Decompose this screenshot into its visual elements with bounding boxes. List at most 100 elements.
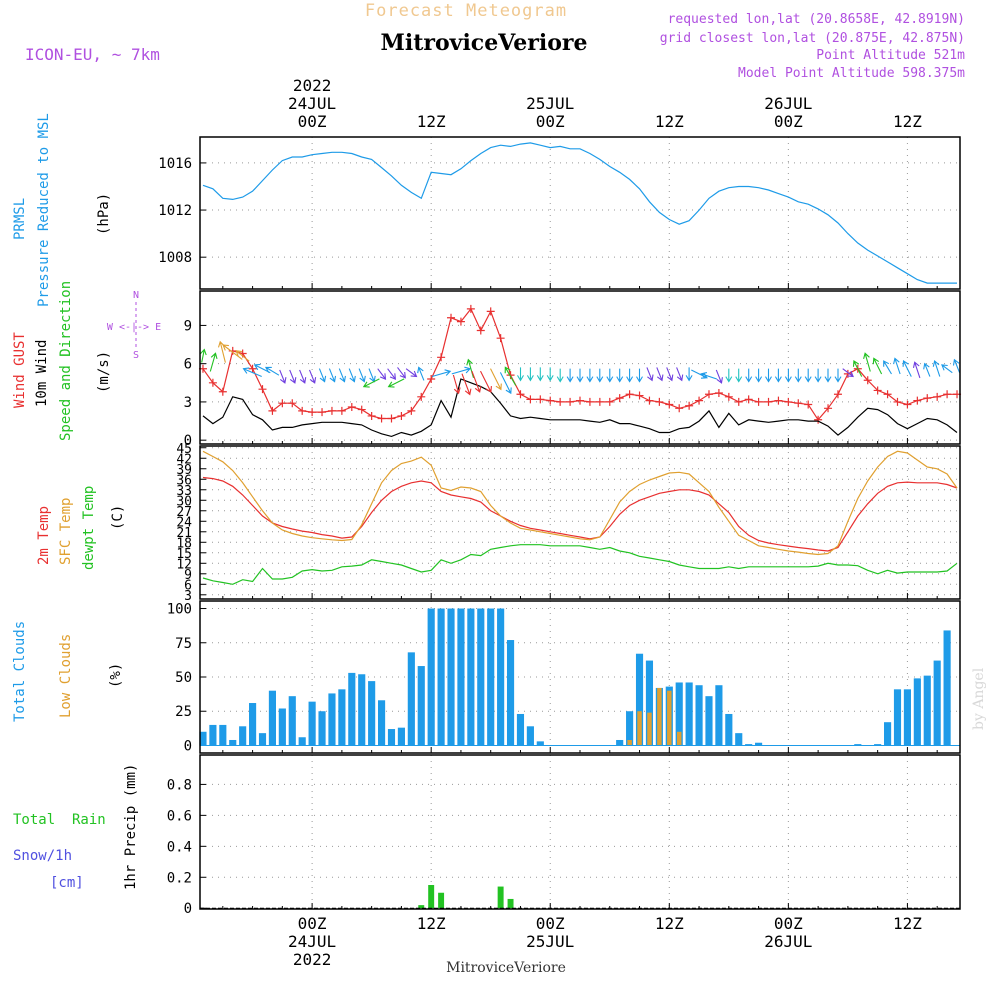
wind-arrow	[338, 368, 346, 383]
clouds-bar	[923, 675, 931, 746]
wind-arrow	[804, 368, 812, 383]
wind-arrow	[814, 368, 822, 383]
clouds-bar	[903, 689, 911, 746]
clouds-bar	[368, 681, 376, 746]
gust-marker	[496, 334, 505, 343]
watermark: by Angel	[971, 667, 987, 730]
clouds-bar	[536, 741, 544, 746]
wind-arrow	[480, 370, 492, 393]
clouds-bar	[735, 733, 743, 746]
gust-marker	[377, 414, 386, 423]
clouds-bar	[497, 608, 505, 746]
precip-legend-rain: Total Rain	[13, 812, 106, 828]
wind-arrow	[852, 360, 863, 377]
clouds-bar	[676, 731, 682, 746]
clouds-bar	[657, 687, 662, 746]
wind-arrow	[242, 367, 262, 378]
clouds-bar	[328, 693, 336, 746]
temp-label-line: dewpt Temp	[81, 486, 97, 570]
wind-arrow	[431, 369, 452, 378]
clouds-bar	[854, 744, 862, 746]
wind-label-line: 10m Wind	[34, 340, 50, 407]
wind-arrow	[504, 366, 517, 386]
time-label-bottom: 00Z	[536, 914, 565, 933]
gust-marker	[923, 394, 932, 403]
clouds-bar	[933, 660, 941, 746]
y-tick-label: 27	[176, 505, 192, 520]
clouds-bar	[745, 744, 753, 746]
wind-arrow	[794, 368, 802, 383]
series-line	[202, 544, 958, 585]
footer-station: MitroviceVeriore	[446, 960, 566, 976]
gust-marker	[635, 391, 644, 400]
time-label-top: 2022	[293, 76, 332, 95]
wind-frame	[199, 290, 961, 445]
clouds-bar	[427, 608, 435, 746]
time-label-bottom: 24JUL	[288, 932, 336, 951]
gust-marker	[824, 404, 833, 413]
wind-arrow	[387, 368, 397, 380]
compass-we: W <-|-> E	[107, 322, 161, 333]
wind-arrow	[209, 352, 218, 372]
y-tick-label: 45	[176, 442, 192, 457]
wind-arrow	[576, 368, 584, 383]
wind-arrow	[517, 367, 524, 382]
clouds-bar	[397, 727, 405, 746]
wind-arrow	[745, 368, 753, 383]
wind-arrow	[872, 357, 883, 375]
point-altitude: Point Altitude 521m	[816, 48, 965, 63]
y-tick-label: 39	[176, 463, 192, 478]
gust-marker	[218, 387, 227, 396]
y-tick-label: 0	[184, 433, 192, 449]
clouds-bar	[239, 726, 247, 746]
clouds-bar	[447, 608, 455, 746]
clouds-bar	[675, 682, 683, 746]
clouds-bar	[377, 700, 386, 746]
gust-marker	[764, 397, 773, 406]
y-tick-label: 3	[184, 589, 192, 604]
gust-marker	[347, 403, 356, 412]
wind-arrow	[941, 364, 953, 374]
y-tick-label: 33	[176, 484, 192, 499]
gust-marker	[754, 397, 763, 406]
temperature-frame	[199, 445, 961, 600]
wind-arrow	[824, 368, 832, 383]
wind-arrow	[883, 360, 892, 375]
wind-label-line: Wind GUST	[12, 332, 28, 408]
wind-arrow	[328, 368, 337, 383]
cloud-ylabel: (%)	[108, 663, 124, 688]
wind-label-line: Speed and Direction	[58, 281, 74, 441]
gust-marker	[873, 386, 882, 395]
gust-marker	[437, 353, 446, 362]
time-label-bottom: 2022	[293, 950, 332, 969]
gust-marker	[298, 406, 307, 415]
gust-marker	[268, 406, 277, 415]
wind-arrow	[656, 367, 664, 382]
wind-arrow	[566, 368, 574, 383]
y-tick-label: 25	[175, 704, 192, 720]
gust-marker	[744, 395, 753, 404]
gust-marker	[566, 397, 575, 406]
wind-panel: 0 3 6 9	[184, 290, 962, 449]
clouds-bar	[913, 678, 921, 746]
temp-label-line: 2m Temp	[36, 506, 52, 565]
clouds-bar	[893, 689, 902, 746]
gust-marker	[685, 401, 694, 410]
wind-arrow	[666, 367, 674, 382]
y-tick-label: 0.8	[167, 777, 192, 793]
y-tick-label: 42	[176, 452, 192, 467]
gust-marker	[833, 390, 842, 399]
model-altitude: Model Point Altitude 598.375m	[738, 66, 965, 81]
clouds-bar	[695, 685, 703, 746]
clouds-bar	[308, 701, 316, 746]
wind-arrow	[387, 378, 405, 388]
time-label-top: 12Z	[655, 112, 684, 131]
clouds-bar	[467, 608, 475, 746]
gust-marker	[843, 369, 852, 378]
clouds-bar	[209, 724, 217, 746]
gust-marker	[615, 394, 624, 403]
y-tick-label: 0.6	[167, 808, 192, 824]
wind-arrow	[932, 359, 941, 377]
gust-marker	[605, 397, 614, 406]
y-tick-label: 1016	[158, 156, 192, 172]
